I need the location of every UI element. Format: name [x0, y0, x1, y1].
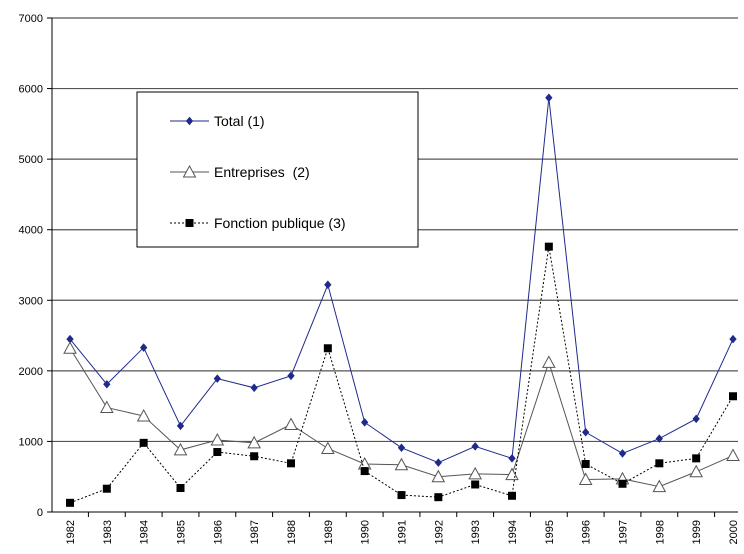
series-2 — [63, 341, 740, 493]
x-tick-label: 1998 — [654, 520, 666, 544]
data-point — [213, 448, 222, 457]
x-tick-label: 1990 — [360, 520, 372, 544]
y-tick-label: 6000 — [19, 84, 43, 96]
data-point — [578, 472, 593, 486]
x-tick-label: 1993 — [470, 520, 482, 544]
data-point — [210, 432, 225, 446]
data-point — [99, 400, 114, 414]
series — [63, 93, 740, 507]
x-tick-label: 1997 — [618, 520, 630, 544]
x-tick-label: 1987 — [249, 520, 261, 544]
x-tick-label: 1992 — [433, 520, 445, 544]
x-tick-label: 2000 — [728, 520, 740, 544]
data-point — [360, 467, 369, 476]
data-point — [468, 466, 483, 480]
data-point — [102, 484, 111, 493]
legend-box — [136, 91, 419, 248]
data-point — [652, 479, 667, 493]
data-point — [287, 459, 295, 468]
data-point — [692, 454, 701, 463]
y-tick-label: 2000 — [19, 366, 43, 378]
data-point — [471, 442, 479, 451]
y-tick-label: 4000 — [19, 225, 43, 237]
x-tick-label: 1984 — [139, 520, 151, 544]
data-point — [581, 460, 590, 469]
data-point — [213, 374, 221, 383]
x-tick-label: 1989 — [323, 520, 335, 544]
data-point — [361, 418, 369, 427]
data-point — [140, 343, 148, 352]
data-point — [582, 427, 590, 437]
data-point — [103, 379, 111, 389]
series-3 — [66, 242, 737, 507]
x-tick-label: 1986 — [212, 520, 224, 544]
data-point — [66, 498, 74, 507]
axes: 0 1000 2000 3000 4000 5000 6000 7000 1982 1983 198… — [19, 13, 740, 544]
data-point — [692, 414, 700, 424]
data-point — [136, 408, 151, 422]
x-tick-label: 1983 — [102, 520, 114, 544]
data-point — [284, 417, 298, 430]
data-point — [173, 442, 188, 456]
series-1 — [66, 93, 737, 467]
data-point — [139, 438, 148, 447]
data-point — [250, 383, 258, 393]
data-point — [397, 491, 406, 500]
data-point — [618, 479, 627, 488]
x-tick-label: 1991 — [397, 520, 409, 544]
data-point — [320, 441, 335, 454]
data-point — [689, 464, 704, 478]
data-point — [618, 449, 627, 458]
data-point — [176, 484, 185, 493]
legend-marker — [182, 164, 197, 178]
data-point — [397, 443, 406, 453]
data-point — [176, 421, 185, 431]
x-tick-label: 1994 — [507, 520, 519, 544]
data-point — [545, 93, 553, 103]
data-point — [431, 469, 446, 483]
data-point — [434, 458, 442, 467]
x-tick-label: 1985 — [176, 520, 188, 544]
data-point — [394, 457, 409, 471]
data-point — [434, 493, 443, 502]
data-point — [544, 242, 553, 251]
data-point — [63, 341, 77, 354]
legend-marker — [185, 219, 194, 227]
data-point — [729, 392, 737, 401]
data-point — [471, 480, 480, 489]
data-point — [250, 452, 259, 461]
y-tick-label: 1000 — [19, 436, 43, 448]
data-point — [729, 334, 737, 344]
legend-label: Entreprises (2) — [214, 164, 310, 180]
x-tick-label: 1995 — [544, 520, 556, 544]
data-point — [247, 435, 262, 449]
legend-label: Total (1) — [214, 113, 265, 129]
data-point — [655, 434, 663, 443]
legend-marker — [185, 116, 194, 126]
x-tick-label: 1999 — [691, 520, 703, 544]
data-point — [541, 355, 556, 368]
x-tick-label: 1996 — [581, 520, 593, 544]
x-tick-label: 1988 — [286, 520, 298, 544]
y-tick-label: 3000 — [19, 295, 43, 307]
data-point — [324, 280, 332, 290]
y-tick-label: 0 — [37, 507, 43, 519]
y-tick-label: 7000 — [19, 13, 43, 25]
data-point — [508, 491, 516, 500]
legend-label: Fonction publique (3) — [214, 215, 346, 231]
data-point — [323, 344, 332, 353]
data-point — [287, 371, 295, 381]
x-tick-label: 1982 — [65, 520, 77, 544]
legend: Total (1) Entreprises (2) Fonction publiqu… — [136, 91, 419, 248]
y-tick-label: 5000 — [19, 154, 43, 166]
data-point — [726, 448, 740, 462]
data-point — [508, 454, 516, 463]
data-point — [655, 459, 664, 468]
